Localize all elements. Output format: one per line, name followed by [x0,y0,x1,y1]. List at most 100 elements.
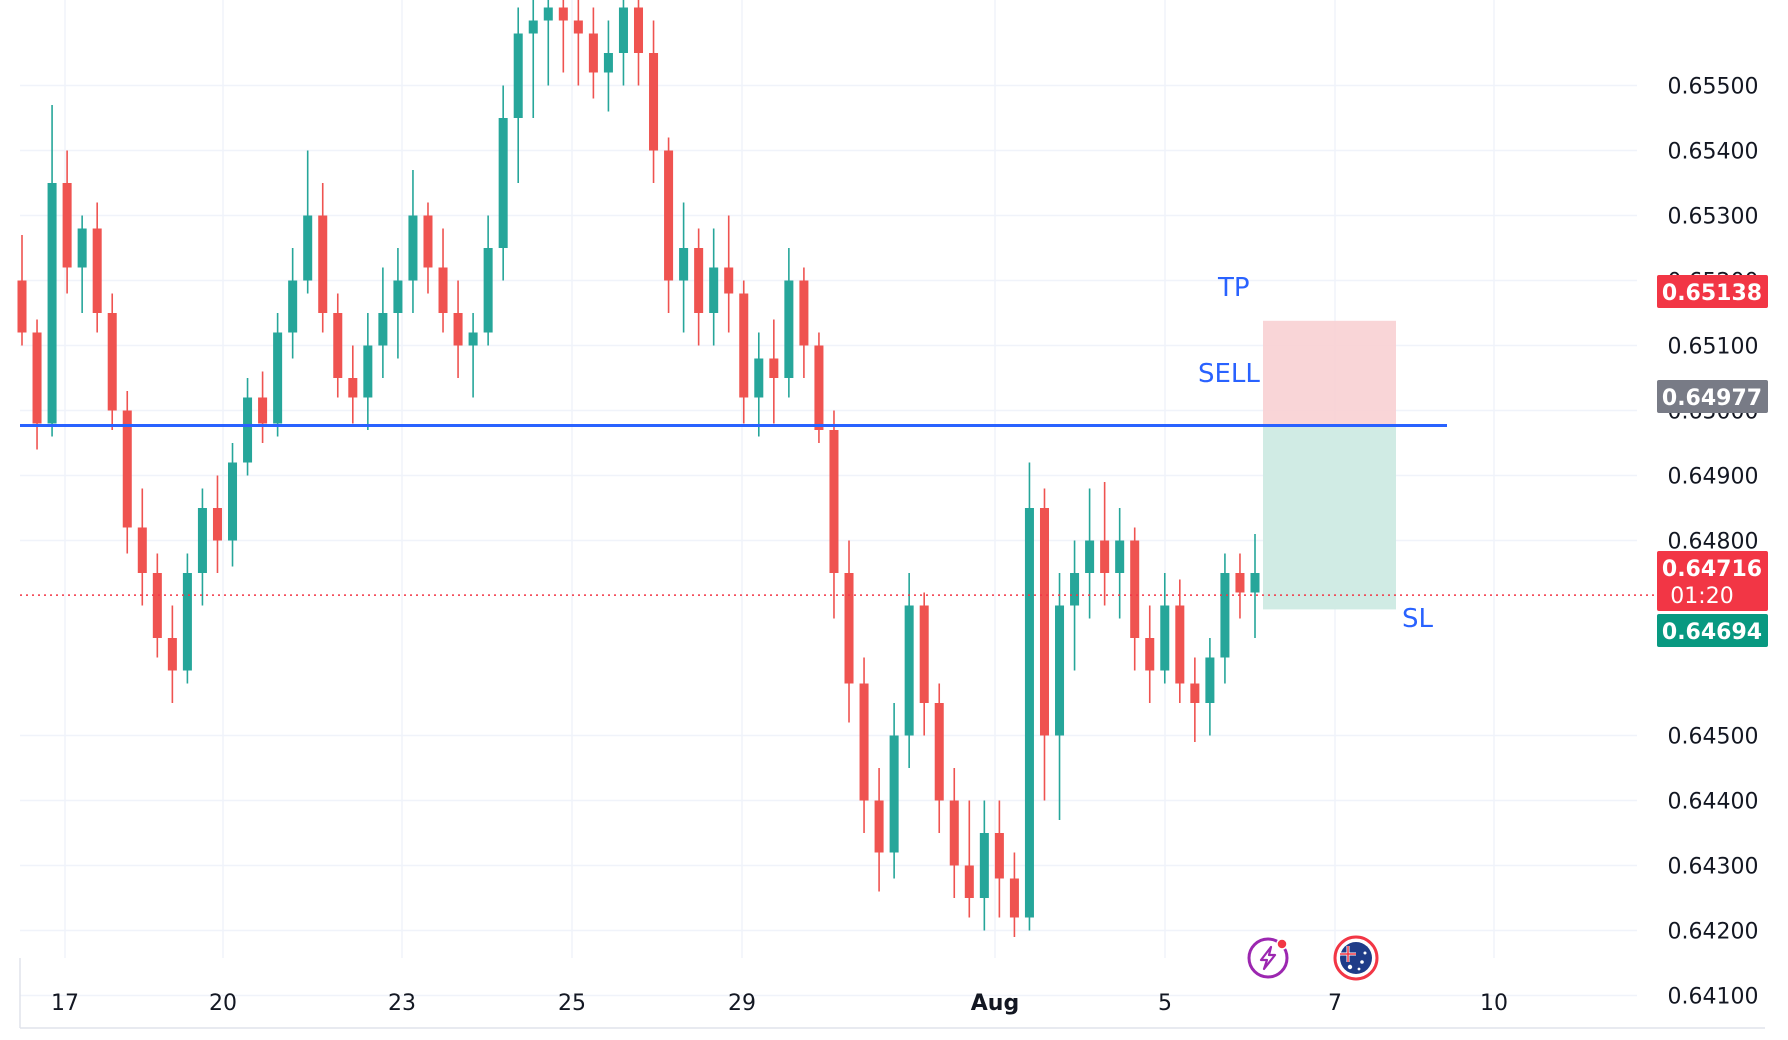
countdown-text: 01:20 [1670,584,1733,609]
candle-body [844,573,854,684]
australia-flag-icon[interactable] [1333,935,1379,981]
sell-tag-text: 0.64977 [1662,386,1762,411]
sl-tag-text: 0.64694 [1662,620,1762,645]
candle-body [107,313,117,411]
candle-body [1175,605,1185,684]
candle-body [799,280,809,346]
x-tick-label: 10 [1480,991,1508,1016]
candle-body [92,228,102,313]
current-tag-bg [1657,551,1768,611]
candle-body [318,215,328,313]
candle-body [453,313,463,346]
candle-body [167,638,177,671]
candle-body [814,345,824,430]
tp-label: TP [1217,273,1250,303]
candle-body [182,573,192,671]
y-tick-label: 0.65300 [1668,205,1759,230]
candle-body [558,7,568,21]
candle-body [363,345,373,398]
y-tick-label: 0.64200 [1668,920,1759,945]
tp-tag-bg [1657,275,1768,308]
candle-body [438,267,448,313]
candle-body [1009,878,1019,918]
x-tick-label: 20 [209,991,237,1016]
candle-body [919,605,929,703]
y-tick-label: 0.64900 [1668,465,1759,490]
candle-body [1145,638,1155,671]
y-tick-label: 0.64400 [1668,790,1759,815]
candle-body [874,800,884,853]
tp-zone [1263,320,1396,426]
candle-body [62,183,72,268]
candle-body [1085,540,1095,573]
candle-body [679,248,689,281]
candle-body [739,293,749,398]
candle-body [709,267,719,313]
candle-body [378,313,388,346]
candle-body [1220,573,1230,658]
candle-body [122,410,132,528]
candle-body [1235,573,1245,593]
x-tick-label: 7 [1328,991,1342,1016]
axes-layer: 0.655000.654000.653000.652000.651000.650… [19,75,1765,1029]
candle-body [513,33,523,118]
candle-body [889,735,899,853]
candle-body [47,183,57,424]
candle-body [904,605,914,736]
position-zones[interactable] [1263,320,1396,610]
candle-body [979,833,989,898]
current-price-tag: 0.64716 01:20 [1657,551,1768,611]
candle-body [1070,573,1080,606]
candle-body [603,53,613,73]
candle-body [769,358,779,378]
candle-body [1160,605,1170,671]
candle-body [197,508,207,573]
candle-body [1190,683,1200,703]
candle-body [483,248,493,333]
candle-body [152,573,162,638]
candle-body [1130,540,1140,638]
candle-body [994,833,1004,879]
candle-body [137,527,147,573]
x-tick-label: 17 [51,991,79,1016]
y-tick-label: 0.64800 [1668,530,1759,555]
candle-body [664,150,674,281]
x-tick-label: 29 [728,991,756,1016]
x-tick-label: Aug [971,991,1019,1016]
candle-body [649,53,659,151]
candle-body [17,280,27,333]
candle-body [859,683,869,801]
y-tick-label: 0.65500 [1668,75,1759,100]
candle-body [829,430,839,573]
candle-body [949,800,959,866]
candle-body [273,332,283,424]
candle-body [934,703,944,801]
candle-body [784,280,794,378]
tp-price-tag: 0.65138 [1657,275,1768,308]
sell-label: SELL [1198,359,1260,389]
candle-body [573,20,583,34]
sell-tag-bg [1657,380,1768,413]
candle-body [348,378,358,398]
candle-body [498,118,508,248]
candle-body [243,397,253,463]
candle-body [288,280,298,333]
candle-body [333,313,343,378]
candle-body [754,358,764,398]
sl-tag-bg [1657,614,1768,647]
candle-body [543,7,553,21]
candle-body [32,332,42,424]
candle-body [964,865,974,898]
sl-price-tag: 0.64694 [1657,614,1768,647]
candle-body [618,7,628,53]
candle-body [1250,573,1260,593]
candle-body [633,7,644,53]
candle-body [77,228,87,268]
lightning-event-icon[interactable] [1247,937,1289,979]
sell-price-tag: 0.64977 [1657,380,1768,413]
candle-body [1024,508,1034,918]
candle-body [228,462,238,541]
candle-body [423,215,433,268]
